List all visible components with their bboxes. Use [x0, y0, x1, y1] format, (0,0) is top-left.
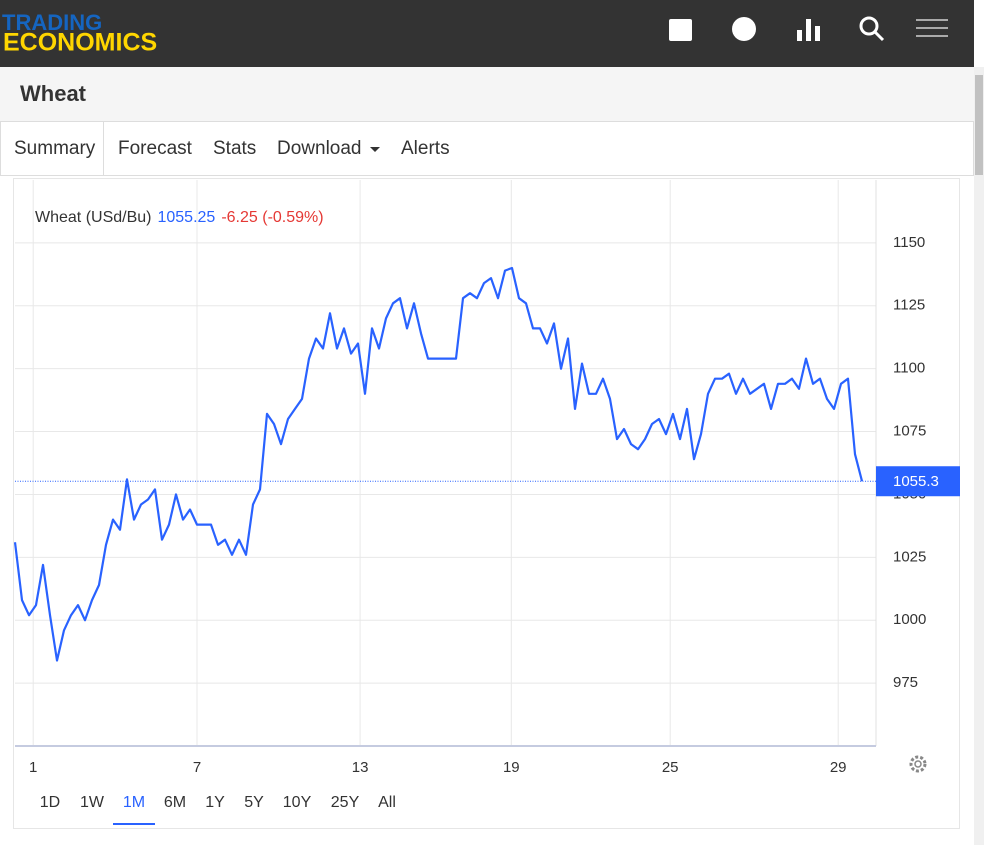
range-button[interactable]: 1D	[40, 794, 60, 811]
range-button[interactable]: 25Y	[331, 794, 360, 811]
gear-center	[914, 760, 922, 768]
range-button[interactable]: 1W	[80, 794, 105, 811]
menu-icon	[916, 27, 948, 29]
logo-bottom[interactable]: ECONOMICS	[3, 29, 157, 57]
range-button[interactable]: 6M	[164, 794, 186, 811]
header-bar	[0, 0, 974, 67]
menu-icon[interactable]	[916, 19, 948, 21]
range-button[interactable]: 10Y	[283, 794, 312, 811]
tab[interactable]: Summary	[14, 138, 96, 159]
range-button[interactable]: 1Y	[205, 794, 225, 811]
y-tick-label: 1150	[893, 234, 925, 251]
tab[interactable]: Stats	[213, 138, 256, 159]
price-line	[13, 266, 864, 662]
logo-top[interactable]: TRADING	[2, 10, 102, 35]
tab-bar	[0, 121, 974, 176]
y-tick-label: 1100	[893, 360, 925, 377]
gear[interactable]	[909, 755, 927, 773]
x-tick-label: 19	[503, 759, 520, 776]
legend: Wheat (USd/Bu) 1055.25 -6.25 (-0.59%)	[35, 209, 324, 226]
y-tick-label: 975	[893, 674, 918, 691]
dropdown-caret	[370, 147, 380, 152]
menu-icon	[916, 35, 948, 37]
tab[interactable]: Download	[277, 138, 362, 159]
scrollbar-thumb[interactable]	[975, 75, 983, 175]
active-tab	[0, 121, 104, 176]
x-tick-label: 25	[662, 759, 679, 776]
legend-change: -6.25 (-0.59%)	[221, 209, 323, 226]
chart-icon	[815, 26, 820, 41]
header-icons[interactable]	[669, 16, 948, 42]
legend-name: Wheat (USd/Bu)	[35, 209, 151, 226]
settings-icon[interactable]	[909, 755, 927, 773]
range-button[interactable]: All	[378, 794, 396, 811]
tab[interactable]: Forecast	[118, 138, 193, 159]
calendar-icon[interactable]	[669, 19, 692, 41]
last-price-tag	[876, 466, 960, 497]
x-tick-label: 29	[830, 759, 847, 776]
y-tick-label: 1000	[893, 611, 926, 628]
search-icon[interactable]	[859, 16, 879, 36]
y-tick-label: 1125	[893, 297, 925, 314]
scrollbar[interactable]	[974, 67, 984, 845]
range-underline	[113, 823, 155, 825]
x-tick-label: 1	[29, 759, 37, 776]
range-button[interactable]: 1M	[123, 794, 145, 811]
last-price-label: 1055.3	[893, 473, 939, 490]
page-title: Wheat	[20, 81, 87, 106]
globe-icon[interactable]	[732, 17, 756, 41]
chart-icon	[806, 19, 811, 41]
y-tick-label: 1075	[893, 423, 926, 440]
x-tick-label: 13	[352, 759, 369, 776]
chart-icon[interactable]	[797, 30, 802, 41]
chart-box	[13, 178, 960, 829]
range-button[interactable]: 5Y	[244, 794, 264, 811]
title-bar	[0, 67, 974, 121]
y-tick-label: 1025	[893, 548, 926, 565]
search-icon	[873, 30, 885, 42]
legend-price: 1055.25	[157, 209, 215, 226]
tab[interactable]: Alerts	[401, 138, 450, 159]
x-tick-label: 7	[193, 759, 201, 776]
